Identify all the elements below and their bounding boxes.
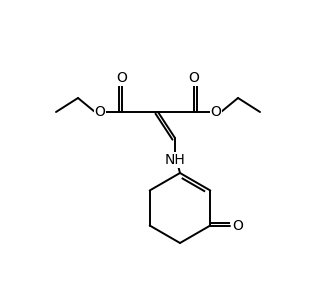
Text: O: O bbox=[189, 71, 199, 85]
Text: O: O bbox=[232, 218, 243, 233]
Text: O: O bbox=[210, 105, 222, 119]
Text: O: O bbox=[94, 105, 106, 119]
Text: NH: NH bbox=[165, 153, 185, 167]
Text: O: O bbox=[117, 71, 127, 85]
